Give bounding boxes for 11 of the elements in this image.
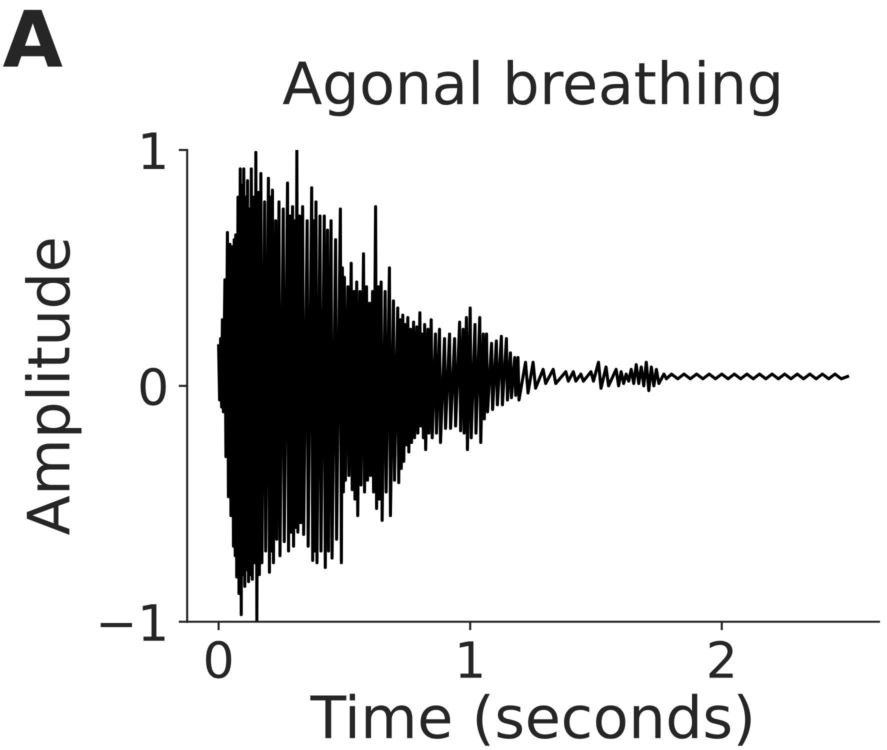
x-tick-label: 0 — [206, 640, 232, 679]
y-tick-label: −1 — [100, 604, 164, 641]
x-tick-label: 2 — [710, 640, 733, 678]
line-series — [217, 150, 850, 622]
chart-title: Agonal breathing — [282, 60, 779, 116]
y-axis-title: Amplitude — [25, 240, 82, 535]
x-tick-label: 1 — [460, 641, 482, 678]
x-axis-title: Time (seconds) — [310, 694, 751, 746]
text: A — [3, 10, 62, 67]
y-tick-label: 0 — [140, 368, 166, 406]
y-tick-label: 1 — [142, 132, 164, 169]
